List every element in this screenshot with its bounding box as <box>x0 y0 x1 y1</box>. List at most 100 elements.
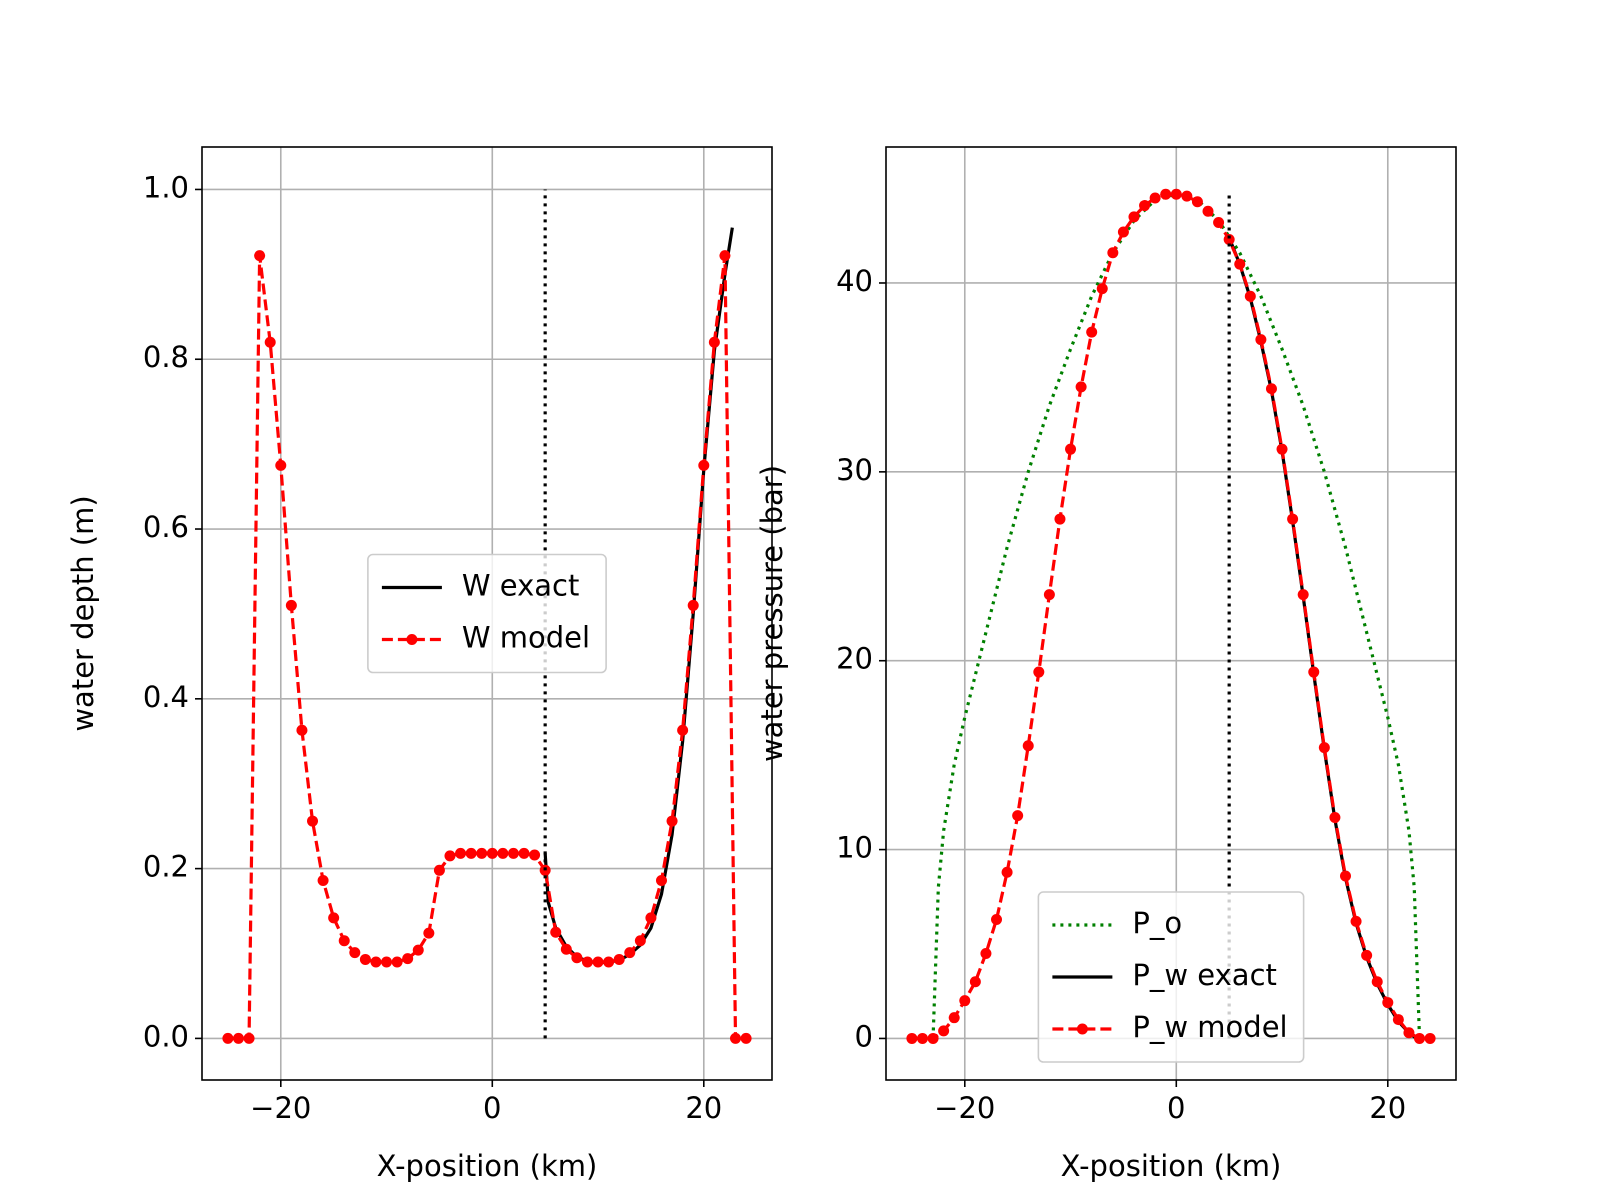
marker <box>677 724 689 736</box>
marker <box>634 935 646 947</box>
marker <box>1107 247 1119 259</box>
marker <box>698 459 710 471</box>
marker <box>1350 915 1362 927</box>
marker <box>391 956 403 968</box>
marker <box>1054 513 1066 525</box>
marker <box>1265 383 1277 395</box>
marker <box>1287 513 1299 525</box>
marker <box>1043 589 1055 601</box>
legend-label: W model <box>462 621 590 655</box>
marker <box>560 943 572 955</box>
marker <box>1414 1032 1426 1044</box>
marker <box>1234 258 1246 270</box>
y-tick-label: 0.0 <box>143 1019 189 1053</box>
marker <box>969 976 981 988</box>
marker <box>1012 810 1024 822</box>
marker <box>1392 1014 1404 1026</box>
marker <box>243 1032 255 1044</box>
marker <box>1223 234 1235 246</box>
marker <box>666 815 678 827</box>
marker <box>338 935 350 947</box>
marker <box>1276 443 1288 455</box>
legend-box <box>1037 891 1305 1063</box>
marker <box>730 1032 742 1044</box>
marker <box>412 944 424 956</box>
y-tick-label: 0.8 <box>143 340 189 374</box>
plot-area <box>906 188 1436 1044</box>
marker <box>1424 1032 1436 1044</box>
axes-frame <box>201 146 773 1081</box>
marker <box>1181 190 1193 202</box>
y-tick-label: 10 <box>836 831 873 865</box>
marker <box>1371 976 1383 988</box>
marker <box>476 847 488 859</box>
marker <box>254 250 266 262</box>
marker <box>1339 870 1351 882</box>
marker <box>613 953 625 965</box>
y-tick-label: 1.0 <box>143 170 189 204</box>
legend: W exact W model <box>367 553 607 674</box>
marker <box>740 1032 752 1044</box>
marker <box>1191 196 1203 208</box>
y-tick-label: 40 <box>836 264 873 298</box>
marker <box>465 847 477 859</box>
marker <box>1160 188 1172 200</box>
legend-marker <box>406 634 418 645</box>
marker <box>222 1032 234 1044</box>
marker <box>359 953 371 965</box>
marker <box>1308 666 1320 678</box>
marker <box>1170 188 1182 200</box>
marker <box>581 956 593 968</box>
marker <box>328 912 340 924</box>
marker <box>1065 443 1077 455</box>
marker <box>948 1012 960 1024</box>
marker <box>275 459 287 471</box>
marker <box>1244 290 1256 302</box>
marker <box>1117 226 1129 238</box>
marker <box>980 947 992 959</box>
legend-label: P_w model <box>1132 1010 1287 1044</box>
y-tick-label: 0 <box>855 1019 873 1053</box>
marker <box>624 947 636 959</box>
marker <box>906 1032 918 1044</box>
marker <box>1149 192 1161 204</box>
marker <box>402 953 414 965</box>
legend-marker <box>1076 1023 1088 1035</box>
marker <box>381 956 393 968</box>
marker <box>1403 1027 1415 1039</box>
marker <box>264 336 276 348</box>
marker <box>655 874 667 886</box>
marker <box>317 874 329 886</box>
marker <box>1086 326 1098 338</box>
legend-box <box>367 553 607 674</box>
y-tick-label: 30 <box>836 453 873 487</box>
marker <box>927 1032 939 1044</box>
marker <box>433 864 445 876</box>
marker <box>645 912 657 924</box>
x-axis-label: X-position (km) <box>1061 1149 1282 1183</box>
y-tick-label: 0.2 <box>143 850 189 884</box>
marker <box>1318 742 1330 754</box>
marker <box>550 926 562 938</box>
legend: P_o P_w exact P_w model <box>1037 891 1305 1063</box>
marker <box>1329 811 1341 823</box>
legend-label: P_w exact <box>1132 958 1277 992</box>
x-tick-label: −20 <box>250 1091 311 1125</box>
x-axis-label: X-position (km) <box>377 1149 598 1183</box>
marker <box>444 850 456 862</box>
marker <box>423 927 435 939</box>
marker <box>603 956 615 968</box>
x-tick-label: 20 <box>685 1091 722 1125</box>
y-tick-label: 20 <box>836 642 873 676</box>
marker <box>486 847 498 859</box>
marker <box>916 1032 928 1044</box>
marker <box>1361 949 1373 961</box>
axes-frame <box>885 146 1457 1081</box>
marker <box>1128 211 1140 223</box>
marker <box>349 947 361 959</box>
marker <box>518 847 530 859</box>
marker <box>1382 997 1394 1009</box>
marker <box>370 956 382 968</box>
marker <box>719 250 731 262</box>
